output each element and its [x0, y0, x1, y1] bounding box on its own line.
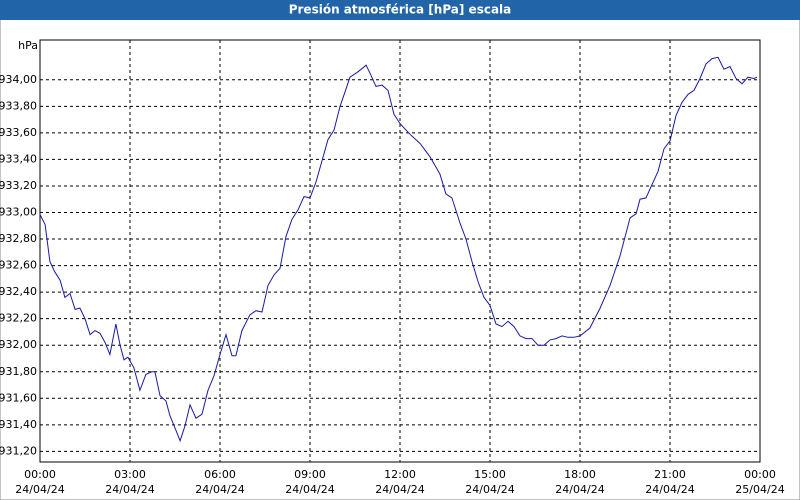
x-tick-date: 24/04/24	[375, 483, 424, 496]
y-axis-label: hPa	[18, 39, 38, 52]
y-tick-label: 932,60	[0, 259, 37, 272]
x-tick-date: 24/04/24	[105, 483, 154, 496]
y-tick-label: 931,20	[0, 444, 37, 457]
x-tick-date: 25/04/24	[735, 483, 784, 496]
data-line	[39, 56, 758, 443]
x-tick-label: 00:00	[24, 468, 56, 481]
x-tick-date: 24/04/24	[465, 483, 514, 496]
x-tick-label: 18:00	[564, 468, 596, 481]
x-tick-label: 15:00	[474, 468, 506, 481]
x-tick-label: 09:00	[294, 468, 326, 481]
x-tick-label: 21:00	[654, 468, 686, 481]
y-tick-label: 933,00	[0, 206, 37, 219]
x-tick-date: 24/04/24	[285, 483, 334, 496]
title-bar	[0, 0, 800, 20]
x-tick-date: 24/04/24	[555, 483, 604, 496]
x-tick-label: 00:00	[744, 468, 776, 481]
y-tick-label: 933,60	[0, 126, 37, 139]
y-tick-label: 932,00	[0, 338, 37, 351]
y-tick-label: 933,20	[0, 179, 37, 192]
y-tick-label: 931,40	[0, 418, 37, 431]
y-tick-label: 933,40	[0, 152, 37, 165]
x-tick-date: 24/04/24	[15, 483, 64, 496]
y-tick-label: 934,00	[0, 73, 37, 86]
x-tick-label: 12:00	[384, 468, 416, 481]
y-tick-label: 932,20	[0, 312, 37, 325]
chart-title: Presión atmosférica [hPa] escala	[289, 3, 512, 17]
y-tick-label: 931,60	[0, 391, 37, 404]
x-tick-date: 24/04/24	[645, 483, 694, 496]
y-tick-label: 932,40	[0, 285, 37, 298]
y-tick-label: 932,80	[0, 232, 37, 245]
y-tick-label: 931,80	[0, 365, 37, 378]
x-tick-date: 24/04/24	[195, 483, 244, 496]
x-tick-label: 03:00	[114, 468, 146, 481]
y-tick-label: 933,80	[0, 99, 37, 112]
x-tick-label: 06:00	[204, 468, 236, 481]
